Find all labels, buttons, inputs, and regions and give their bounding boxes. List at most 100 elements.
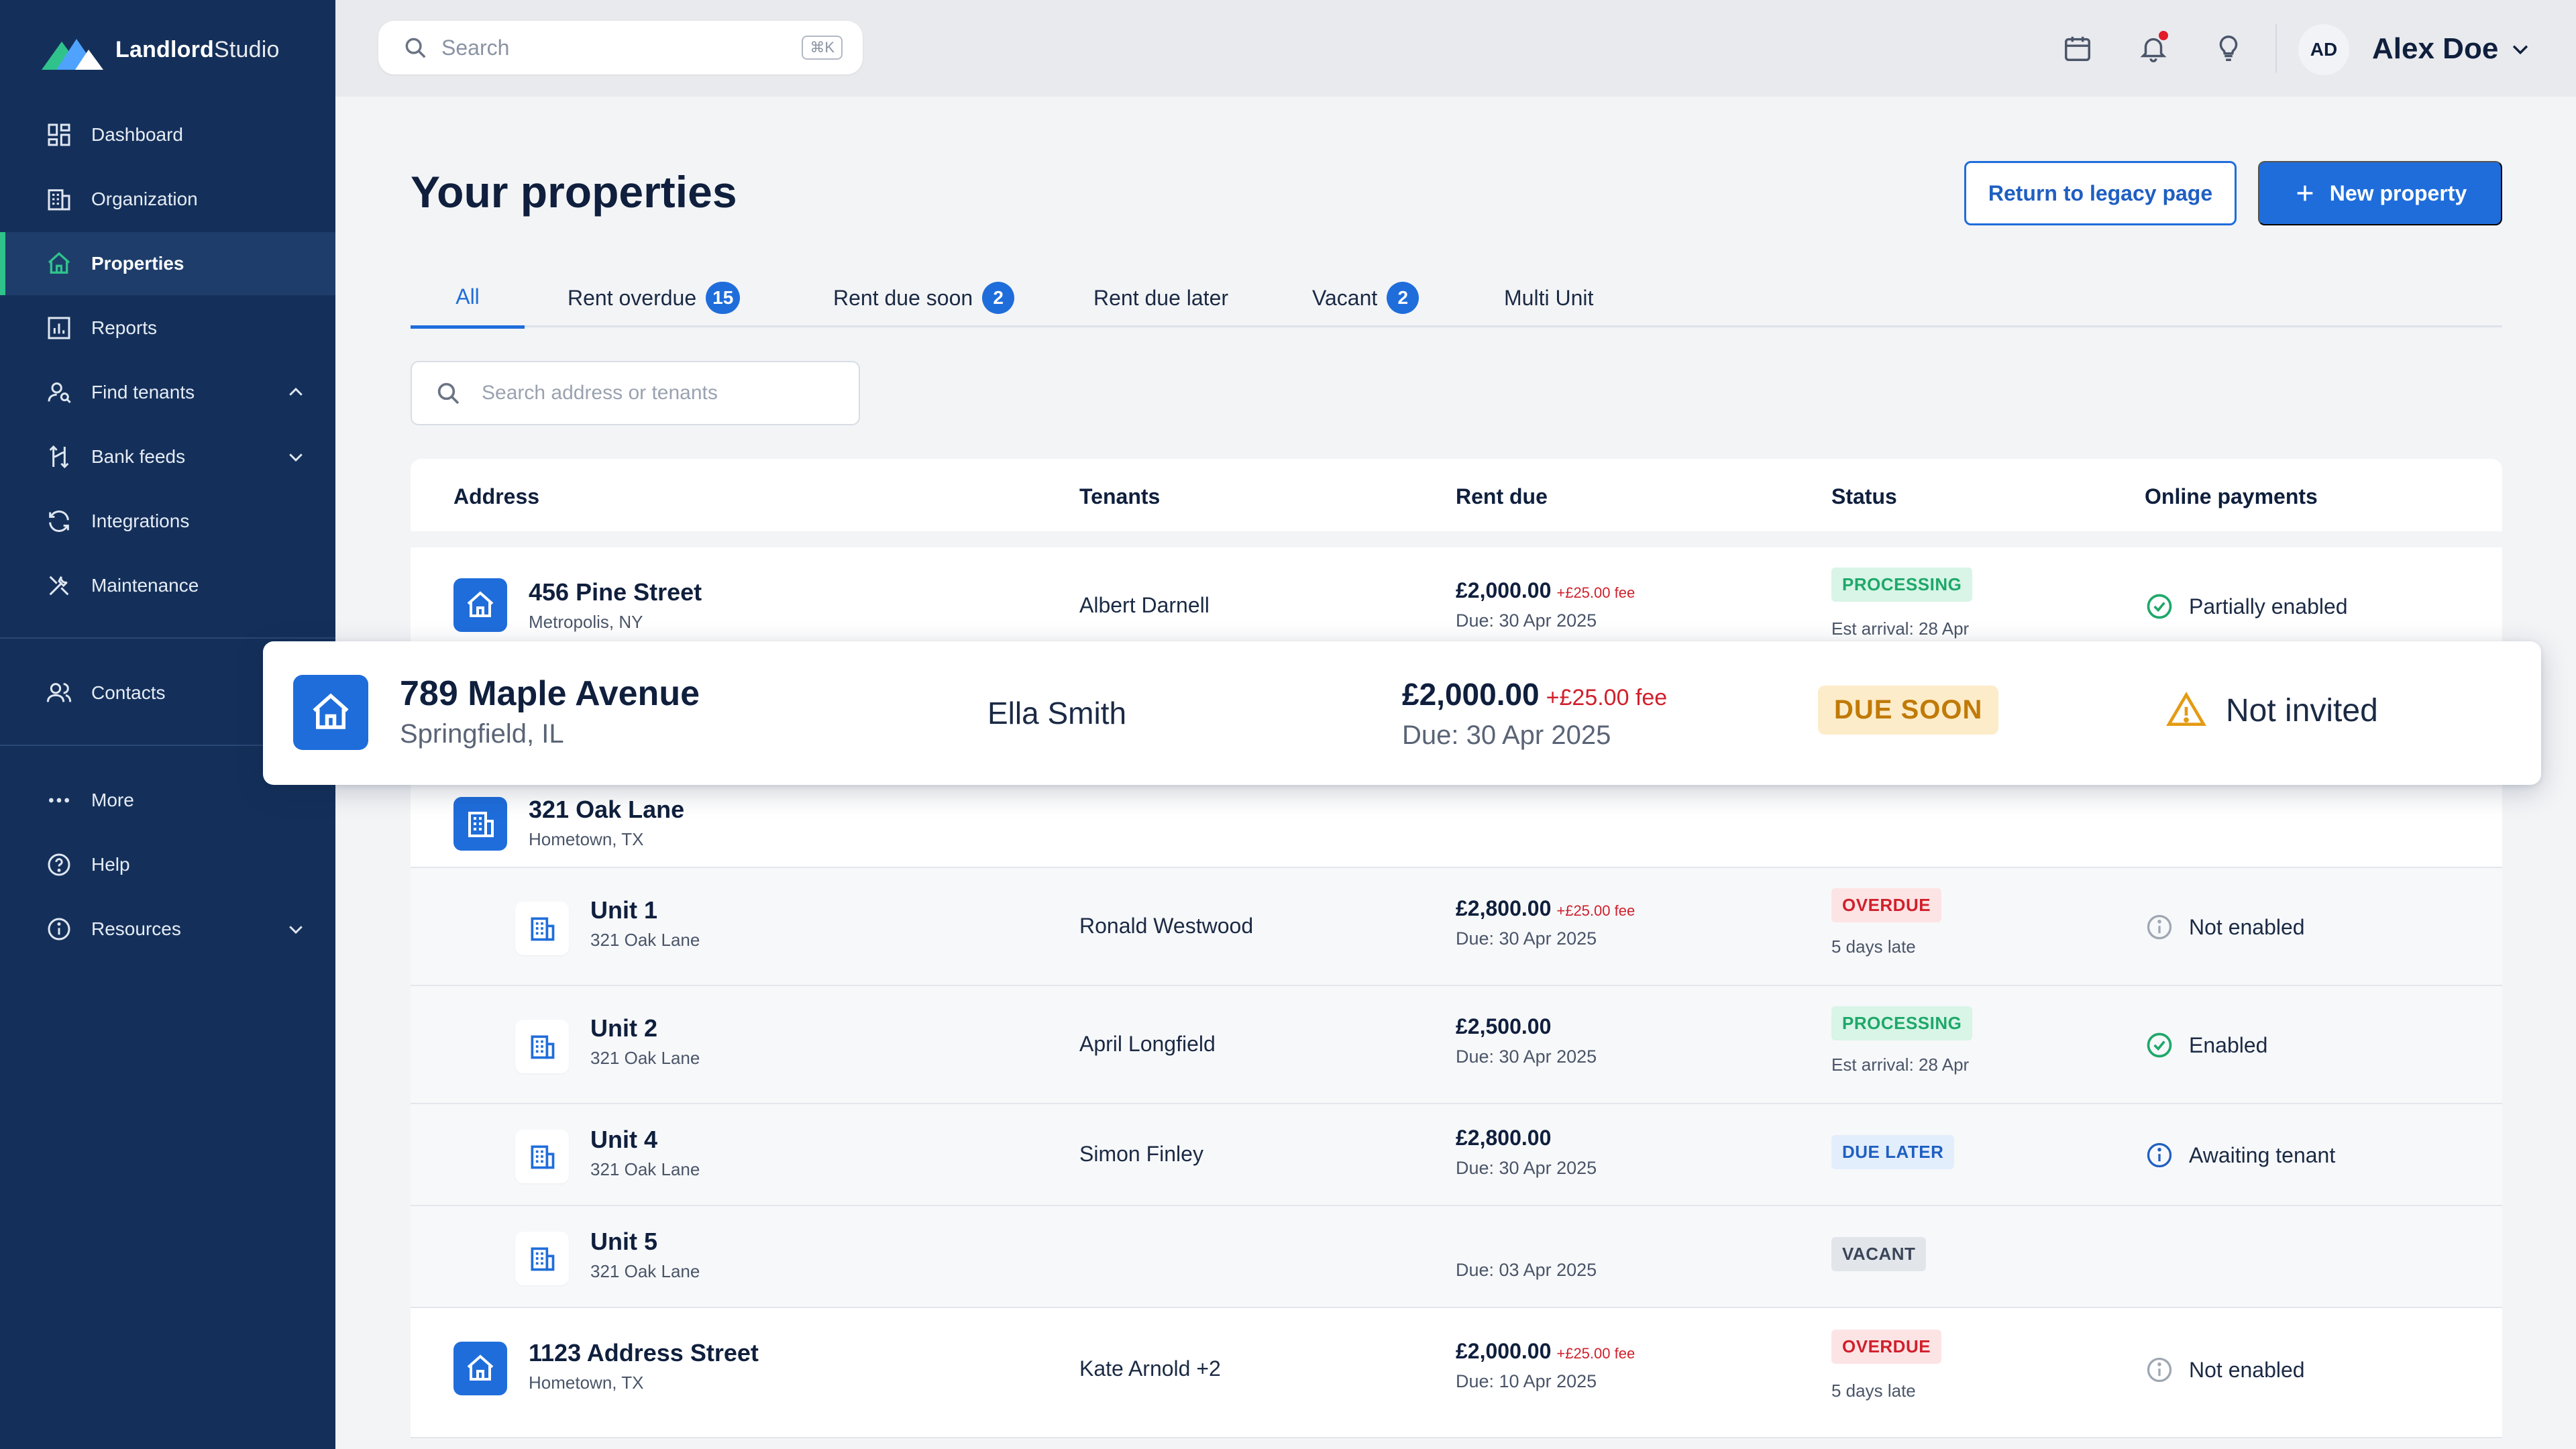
find-user-icon (44, 378, 74, 407)
sidebar-item-properties[interactable]: Properties (0, 232, 335, 295)
table-row[interactable]: 1123 Address Street Hometown, TX Kate Ar… (411, 1308, 2502, 1438)
tenant-name[interactable]: Kate Arnold +2 (1079, 1356, 1221, 1381)
tenant-name[interactable]: Albert Darnell (1079, 593, 1210, 617)
online-payments-status: Not enabled (2145, 1355, 2305, 1385)
property-address[interactable]: 1123 Address Street (529, 1339, 759, 1366)
sidebar-item-resources[interactable]: Resources (0, 898, 335, 961)
chevron-down-icon[interactable] (286, 447, 306, 467)
column-address[interactable]: Address (453, 484, 540, 508)
rent-due-date: Due: 30 Apr 2025 (1402, 720, 1611, 750)
table-row[interactable]: Unit 5 321 Oak Lane Due: 03 Apr 2025 VAC… (411, 1206, 2502, 1308)
sidebar-item-label: Dashboard (91, 124, 183, 145)
brand-logo[interactable]: LandlordStudio (42, 30, 280, 70)
online-payments-status: Awaiting tenant (2145, 1140, 2335, 1170)
tenant-name[interactable]: Ronald Westwood (1079, 914, 1254, 938)
sidebar-item-maintenance[interactable]: Maintenance (0, 554, 335, 617)
sidebar-item-find-tenants[interactable]: Find tenants (0, 361, 335, 424)
column-rent-due[interactable]: Rent due (1456, 484, 1548, 508)
rent-fee: +£25.00 fee (1556, 1345, 1635, 1362)
property-address[interactable]: 321 Oak Lane (529, 796, 685, 823)
new-property-button[interactable]: New property (2258, 161, 2502, 225)
tab-rent-due-soon[interactable]: Rent due soon 2 (833, 268, 1015, 327)
rent-amount: £2,000.00 +£25.00 fee (1456, 578, 1635, 602)
sidebar-item-more[interactable]: More (0, 769, 335, 832)
property-address[interactable]: 789 Maple Avenue (400, 674, 700, 713)
rent-fee: +£25.00 fee (1556, 584, 1635, 601)
chevron-up-icon[interactable] (286, 382, 306, 402)
apartment-icon (515, 902, 569, 955)
count-badge: 15 (706, 282, 741, 314)
tips-button[interactable] (2207, 27, 2250, 70)
tab-rent-due-later[interactable]: Rent due later (1093, 268, 1228, 327)
tab-label: Rent due soon (833, 285, 973, 310)
property-location: Springfield, IL (400, 719, 564, 749)
lightbulb-icon (2219, 36, 2238, 61)
unit-name[interactable]: Unit 4 (590, 1126, 658, 1153)
sidebar-item-help[interactable]: Help (0, 833, 335, 896)
rent-amount: £2,500.00 (1456, 1014, 1552, 1038)
table-row[interactable]: Unit 2 321 Oak Lane April Longfield £2,5… (411, 986, 2502, 1104)
tab-all[interactable]: All (411, 268, 525, 329)
property-address[interactable]: 456 Pine Street (529, 578, 702, 606)
rent-amount: £2,000.00 +£25.00 fee (1456, 1339, 1635, 1363)
tab-vacant[interactable]: Vacant 2 (1312, 268, 1419, 327)
table-row[interactable]: Unit 1 321 Oak Lane Ronald Westwood £2,8… (411, 868, 2502, 986)
unit-address: 321 Oak Lane (590, 1261, 700, 1281)
avatar[interactable]: AD (2298, 24, 2349, 75)
home-icon (44, 249, 74, 278)
online-payments-status: Not invited (2165, 690, 2378, 731)
rent-fee: +£25.00 fee (1546, 685, 1668, 710)
status-badge: DUE SOON (1818, 686, 1999, 735)
column-tenants[interactable]: Tenants (1079, 484, 1161, 508)
calendar-button[interactable] (2056, 27, 2099, 70)
column-status[interactable]: Status (1831, 484, 1897, 508)
sidebar-item-bank-feeds[interactable]: Bank feeds (0, 425, 335, 488)
payment-label: Not enabled (2189, 914, 2305, 939)
house-icon (293, 675, 368, 750)
global-search-input[interactable] (441, 35, 777, 60)
highlighted-property-row[interactable]: 789 Maple Avenue Springfield, IL Ella Sm… (263, 641, 2541, 785)
plus-icon (2297, 185, 2313, 201)
tenant-name[interactable]: Simon Finley (1079, 1142, 1203, 1166)
topbar-divider (2275, 24, 2277, 72)
column-online-payments[interactable]: Online payments (2145, 484, 2318, 508)
check-circle-icon (2147, 594, 2172, 619)
tab-rent-overdue[interactable]: Rent overdue 15 (568, 268, 741, 327)
more-icon (44, 786, 74, 815)
chevron-down-icon[interactable] (286, 919, 306, 939)
table-row[interactable]: Unit 4 321 Oak Lane Simon Finley £2,800.… (411, 1104, 2502, 1206)
property-search-input[interactable] (482, 382, 844, 405)
tenant-name[interactable]: Ella Smith (987, 696, 1127, 731)
tab-label: All (455, 284, 480, 309)
sidebar-item-label: Resources (91, 918, 181, 939)
unit-address: 321 Oak Lane (590, 1159, 700, 1179)
global-search[interactable]: ⌘K (378, 21, 863, 74)
status-note: Est arrival: 28 Apr (1831, 619, 1970, 639)
sidebar-item-label: Maintenance (91, 575, 199, 596)
unit-name[interactable]: Unit 2 (590, 1014, 658, 1042)
status-badge: VACANT (1831, 1237, 1927, 1271)
online-payments-status: Enabled (2145, 1030, 2267, 1060)
rent-amount: £2,000.00 +£25.00 fee (1402, 677, 1668, 712)
tenant-name[interactable]: April Longfield (1079, 1032, 1216, 1056)
user-name[interactable]: Alex Doe (2372, 32, 2499, 65)
rent-amount: £2,800.00 (1456, 1126, 1552, 1150)
chevron-down-icon[interactable] (2509, 38, 2532, 60)
contacts-icon (44, 678, 74, 708)
sidebar-item-integrations[interactable]: Integrations (0, 490, 335, 553)
return-legacy-button[interactable]: Return to legacy page (1964, 161, 2237, 225)
chart-icon (44, 313, 74, 343)
property-location: Hometown, TX (529, 1373, 644, 1393)
sidebar-item-dashboard[interactable]: Dashboard (0, 103, 335, 166)
unit-name[interactable]: Unit 5 (590, 1228, 658, 1255)
payment-label: Partially enabled (2189, 594, 2348, 619)
sidebar-item-contacts[interactable]: Contacts (0, 661, 335, 724)
notifications-button[interactable] (2132, 27, 2175, 70)
unit-name[interactable]: Unit 1 (590, 896, 658, 924)
property-search[interactable] (411, 361, 860, 425)
sidebar-divider (0, 637, 335, 639)
sidebar-item-reports[interactable]: Reports (0, 297, 335, 360)
notification-dot (2159, 31, 2168, 40)
tab-multi-unit[interactable]: Multi Unit (1504, 268, 1593, 327)
sidebar-item-organization[interactable]: Organization (0, 168, 335, 231)
